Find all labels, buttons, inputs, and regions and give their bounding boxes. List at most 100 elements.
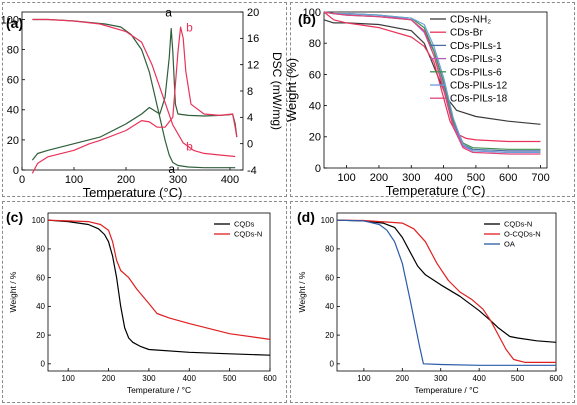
y2-tick-label: 4 [247,112,253,124]
y2-tick-label: 16 [247,33,259,45]
y-tick-label: 0 [13,165,19,177]
y-tick-label: 60 [325,273,334,282]
panel-label: (b) [298,11,316,27]
y2-axis-label: DSC (mW/mg) [270,52,284,130]
x-tick-label: 300 [402,172,420,184]
y-tick-label: 40 [7,105,19,117]
y-tick-label: 40 [325,302,334,311]
legend-label: CDs-PILs-18 [450,94,508,105]
y-tick-label: 20 [309,132,321,144]
annotation-label: b [186,139,193,153]
x-tick-label: 500 [467,172,485,184]
x-axis-label: Temperature (°C) [386,183,486,198]
y-tick-label: 60 [7,75,19,87]
y-tick-label: 0 [330,360,335,369]
legend-label: CQDs-N [504,220,532,229]
panel-label: (d) [297,209,315,225]
plot-frame [336,212,557,372]
legend-label: CDs-PILs-3 [450,54,502,65]
x-tick-label: 200 [102,374,116,383]
x-tick-label: 400 [472,374,486,383]
series-line-1 [47,219,271,356]
legend-label: CDs-NH₂ [450,15,491,26]
legend-label: CDs-Br [450,28,483,39]
x-tick-label: 300 [169,174,187,186]
panel-a-frame [2,2,287,197]
series-line-4 [31,26,238,174]
legend-label: CDs-PILs-12 [450,81,508,92]
x-axis-label: Temperature (°C) [83,185,183,200]
chart-panel-4: 100 200 300 400 500 600 0 20 40 60 80 100 Temperatur… [297,209,563,395]
y2-tick-label: -4 [247,165,257,177]
x-tick-label: 300 [142,374,156,383]
x-tick-label: 100 [62,374,76,383]
y-tick-label: 20 [36,331,45,340]
x-tick-label: 400 [183,374,197,383]
y-axis-label: Weight / % [8,271,18,312]
y2-tick-label: 12 [247,60,259,72]
legend-label: CQDs-N [234,230,262,239]
y-tick-label: 80 [36,245,45,254]
panel-label: (c) [6,209,23,225]
legend-label: O-CQDs-N [504,230,541,239]
series-line-4 [323,11,541,153]
series-line-2 [31,27,238,161]
y-tick-label: 80 [309,38,321,50]
x-tick-label: 200 [117,174,135,186]
y-tick-label: 100 [1,14,19,26]
chart-panel-1: 0 100 200 300 400 0 20 40 60 80 100 -4 0 4 8 12 16 20 DSC … [1,6,284,200]
x-tick-label: 100 [357,374,371,383]
y-tick-label: 60 [36,273,45,282]
y-tick-label: 100 [32,216,46,225]
series-line-3 [336,219,556,366]
y-tick-label: 0 [315,163,321,175]
x-tick-label: 100 [65,174,83,186]
series-line-1 [32,18,236,169]
x-tick-label: 600 [499,172,517,184]
x-tick-label: 700 [531,172,549,184]
x-tick-label: 600 [549,374,563,383]
annotation-label: a [168,162,175,176]
y-tick-label: 100 [303,7,321,19]
y-axis-label: Weight (%) [284,58,299,122]
y-tick-label: 20 [325,331,334,340]
x-tick-label: 200 [370,172,388,184]
series-line-3 [32,18,236,158]
x-axis-label: Temperature / °C [414,385,478,395]
plot-frame [323,11,548,169]
chart-panel-2: 100 200 300 400 500 600 700 0 20 40 60 80 100 Tempera… [284,7,550,198]
panel-label: (a) [6,15,23,31]
x-tick-label: 600 [263,374,277,383]
y-tick-label: 100 [321,216,335,225]
legend: CQDs-NO-CQDs-NOA [484,220,541,249]
x-tick-label: 200 [396,374,410,383]
y-tick-label: 80 [7,44,19,56]
legend-label: CDs-PILs-1 [450,41,502,52]
panel-c-frame [2,201,287,403]
legend-label: CQDs [234,220,255,229]
x-axis-label: Temperature / °C [127,385,191,395]
x-tick-label: 100 [337,172,355,184]
y-tick-label: 40 [309,100,321,112]
y-tick-label: 0 [41,360,46,369]
annotation-label: b [186,21,193,35]
x-tick-label: 500 [511,374,525,383]
series-line-2 [336,219,556,363]
legend-label: CDs-PILs-6 [450,67,502,78]
y2-tick-label: 8 [247,86,253,98]
y2-tick-label: 0 [247,139,253,151]
legend: CDs-NH₂ CDs-Br CDs-PILs-1 CDs-PILs-3 CDs-PIL… [430,15,508,105]
panel-b-frame [290,2,575,197]
chart-panel-3: 100 200 300 400 500 600 0 20 40 60 80 100 Temperatur… [6,209,277,395]
x-tick-label: 400 [434,172,452,184]
series-line-7 [323,11,541,155]
legend-label: OA [504,240,515,249]
series-line-2 [47,219,271,340]
x-tick-label: 0 [19,174,25,186]
x-tick-label: 300 [434,374,448,383]
series-line-6 [323,11,541,153]
panel-d-frame [290,201,575,403]
y2-tick-label: 20 [247,7,259,19]
series-line-1 [336,219,557,343]
